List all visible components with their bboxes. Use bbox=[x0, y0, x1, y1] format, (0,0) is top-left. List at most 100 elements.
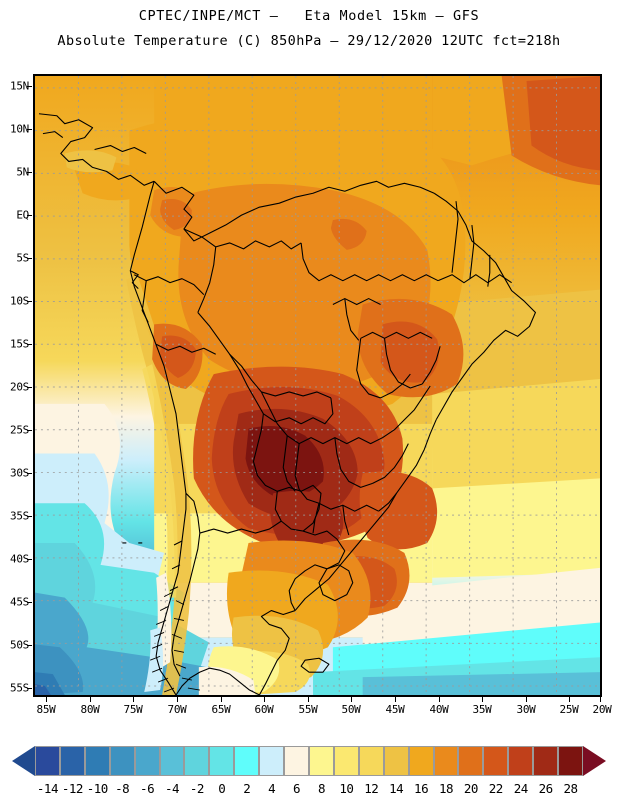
x-axis-label-55W: 55W bbox=[298, 703, 318, 716]
y-axis-label-20S: 20S bbox=[10, 380, 29, 394]
colorbar-segment bbox=[134, 746, 160, 776]
colorbar-segment bbox=[433, 746, 459, 776]
y-axis-label-EQ: EQ bbox=[16, 208, 29, 222]
colorbar-segment bbox=[59, 746, 85, 776]
x-axis-label-65W: 65W bbox=[211, 703, 231, 716]
x-axis-tick bbox=[308, 697, 309, 702]
y-axis-label-50S: 50S bbox=[10, 638, 29, 652]
y-axis-label-55S: 55S bbox=[10, 681, 29, 695]
colorbar-tick-label: 20 bbox=[463, 781, 479, 796]
x-axis-tick bbox=[395, 697, 396, 702]
colorbar-tick-label: 18 bbox=[438, 781, 454, 796]
x-axis-tick bbox=[221, 697, 222, 702]
colorbar-tick-label: -10 bbox=[86, 781, 109, 796]
x-axis-tick bbox=[264, 697, 265, 702]
y-axis-label-5N: 5N bbox=[16, 165, 29, 179]
y-axis-label-10S: 10S bbox=[10, 294, 29, 308]
x-axis-label-70W: 70W bbox=[167, 703, 187, 716]
x-axis-label-45W: 45W bbox=[385, 703, 405, 716]
x-axis-tick bbox=[439, 697, 440, 702]
colorbar-tick-label: 0 bbox=[218, 781, 226, 796]
x-axis-label-25W: 25W bbox=[559, 703, 579, 716]
y-axis-tick bbox=[27, 430, 32, 431]
colorbar-tick-label: -6 bbox=[140, 781, 155, 796]
colorbar-under-arrow bbox=[12, 746, 35, 776]
colorbar-segment bbox=[358, 746, 384, 776]
y-axis-tick bbox=[27, 473, 32, 474]
x-axis-tick bbox=[46, 697, 47, 702]
y-axis-tick bbox=[27, 172, 32, 173]
colorbar-tick-label: 16 bbox=[414, 781, 429, 796]
y-axis-label-5S: 5S bbox=[16, 251, 29, 265]
colorbar-segment bbox=[234, 746, 260, 776]
x-axis-tick bbox=[569, 697, 570, 702]
colorbar-segment bbox=[184, 746, 210, 776]
colorbar-tick-label: -4 bbox=[164, 781, 180, 796]
x-axis-label-30W: 30W bbox=[516, 703, 536, 716]
y-axis-tick bbox=[27, 645, 32, 646]
colorbar-tick-label: 2 bbox=[243, 781, 251, 796]
x-axis-tick bbox=[482, 697, 483, 702]
chart-title-line-1: CPTEC/INPE/MCT — Eta Model 15km — GFS bbox=[138, 8, 480, 24]
colorbar-segment bbox=[383, 746, 409, 776]
colorbar-tick-label: -12 bbox=[61, 781, 84, 796]
x-axis-label-35W: 35W bbox=[472, 703, 492, 716]
x-axis-label-50W: 50W bbox=[341, 703, 361, 716]
colorbar-tick-label: 10 bbox=[339, 781, 354, 796]
y-axis-tick bbox=[27, 516, 32, 517]
y-axis-tick bbox=[27, 258, 32, 259]
colorbar-segment bbox=[408, 746, 434, 776]
x-axis-tick bbox=[90, 697, 91, 702]
colorbar-segment bbox=[109, 746, 135, 776]
colorbar-segment bbox=[259, 746, 285, 776]
colorbar-segment bbox=[458, 746, 484, 776]
x-axis-tick bbox=[351, 697, 352, 702]
map-gridlines bbox=[35, 76, 600, 695]
y-axis-tick bbox=[27, 215, 32, 216]
y-axis-label-40S: 40S bbox=[10, 552, 29, 566]
x-axis-tick bbox=[177, 697, 178, 702]
colorbar-segment bbox=[309, 746, 334, 776]
colorbar-segment bbox=[508, 746, 534, 776]
chart-title-line-2: Absolute Temperature (C) 850hPa — 29/12/… bbox=[57, 33, 561, 49]
colorbar-segment bbox=[159, 746, 185, 776]
y-axis-tick bbox=[27, 344, 32, 345]
y-axis-label-10N: 10N bbox=[10, 122, 29, 136]
map-plot-area bbox=[33, 74, 602, 697]
colorbar-segment bbox=[209, 746, 235, 776]
colorbar-tick-label: 14 bbox=[389, 781, 404, 796]
colorbar-tick-label: -14 bbox=[36, 781, 59, 796]
y-axis-label-25S: 25S bbox=[10, 423, 29, 437]
y-axis-tick bbox=[27, 129, 32, 130]
y-axis-tick bbox=[27, 602, 32, 603]
colorbar-tick-label: 24 bbox=[513, 781, 529, 796]
colorbar-tick-label: 26 bbox=[538, 781, 554, 796]
x-axis-tick bbox=[133, 697, 134, 702]
colorbar-tick-label: 6 bbox=[293, 781, 301, 796]
x-axis-label-40W: 40W bbox=[429, 703, 449, 716]
colorbar-tick-label: -8 bbox=[115, 781, 130, 796]
y-axis-label-30S: 30S bbox=[10, 466, 29, 480]
colorbar-tick-label: -2 bbox=[189, 781, 205, 796]
colorbar-segment bbox=[84, 746, 110, 776]
x-axis-label-80W: 80W bbox=[80, 703, 100, 716]
colorbar[interactable] bbox=[0, 746, 618, 780]
x-axis-label-75W: 75W bbox=[123, 703, 143, 716]
y-axis-tick bbox=[27, 301, 32, 302]
y-axis-tick bbox=[27, 387, 32, 388]
colorbar-segment bbox=[284, 746, 309, 776]
colorbar-tick-label: 8 bbox=[317, 781, 326, 796]
y-axis-tick bbox=[27, 86, 32, 87]
y-axis-label-35S: 35S bbox=[10, 509, 29, 523]
temperature-field bbox=[35, 76, 600, 695]
colorbar-tick-label: 12 bbox=[364, 781, 379, 796]
coastlines-and-borders bbox=[38, 113, 537, 695]
x-axis-tick bbox=[526, 697, 527, 702]
colorbar-tick-label: 22 bbox=[488, 781, 504, 796]
x-axis-label-20W: 20W bbox=[592, 703, 612, 716]
y-axis-label-45S: 45S bbox=[10, 595, 29, 609]
y-axis-label-15N: 15N bbox=[10, 79, 29, 93]
y-axis-tick bbox=[27, 559, 32, 560]
colorbar-tick-label: 4 bbox=[268, 781, 276, 796]
y-axis-tick bbox=[27, 688, 32, 689]
